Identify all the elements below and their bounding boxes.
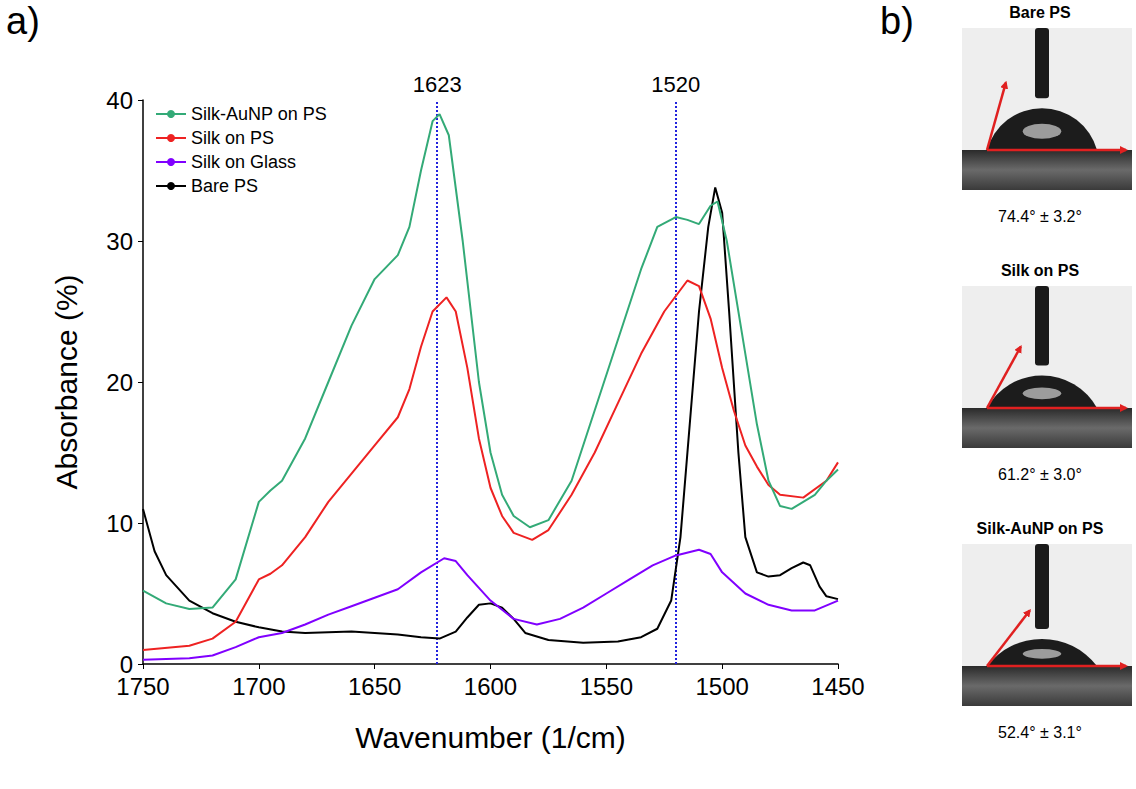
svg-text:Silk-AuNP on PS: Silk-AuNP on PS [977, 520, 1104, 537]
svg-text:40: 40 [106, 87, 133, 114]
svg-text:Bare PS: Bare PS [191, 176, 258, 196]
svg-text:1623: 1623 [413, 72, 462, 97]
svg-text:Silk on PS: Silk on PS [191, 128, 274, 148]
html-text:a): a) [6, 0, 40, 42]
svg-text:30: 30 [106, 228, 133, 255]
html-text:b): b) [880, 0, 914, 42]
svg-text:52.4° ± 3.1°: 52.4° ± 3.1° [998, 724, 1082, 741]
svg-text:10: 10 [106, 510, 133, 537]
svg-text:Bare PS: Bare PS [1009, 4, 1071, 21]
svg-text:1700: 1700 [232, 673, 285, 700]
svg-text:1450: 1450 [811, 673, 864, 700]
svg-text:Silk on Glass: Silk on Glass [191, 152, 296, 172]
svg-text:1500: 1500 [695, 673, 748, 700]
svg-text:Absorbance (%): Absorbance (%) [50, 274, 83, 489]
svg-text:1650: 1650 [348, 673, 401, 700]
svg-text:20: 20 [106, 369, 133, 396]
svg-text:0: 0 [119, 650, 133, 678]
svg-text:1750: 1750 [116, 673, 169, 700]
svg-text:1520: 1520 [651, 72, 700, 97]
svg-text:Silk on PS: Silk on PS [1001, 262, 1080, 279]
svg-text:61.2° ± 3.0°: 61.2° ± 3.0° [998, 466, 1082, 483]
svg-text:1550: 1550 [580, 673, 633, 700]
svg-text:1600: 1600 [464, 673, 517, 700]
svg-text:Wavenumber (1/cm): Wavenumber (1/cm) [355, 721, 626, 754]
svg-text:74.4° ± 3.2°: 74.4° ± 3.2° [998, 208, 1082, 225]
svg-text:Silk-AuNP on PS: Silk-AuNP on PS [191, 104, 327, 124]
